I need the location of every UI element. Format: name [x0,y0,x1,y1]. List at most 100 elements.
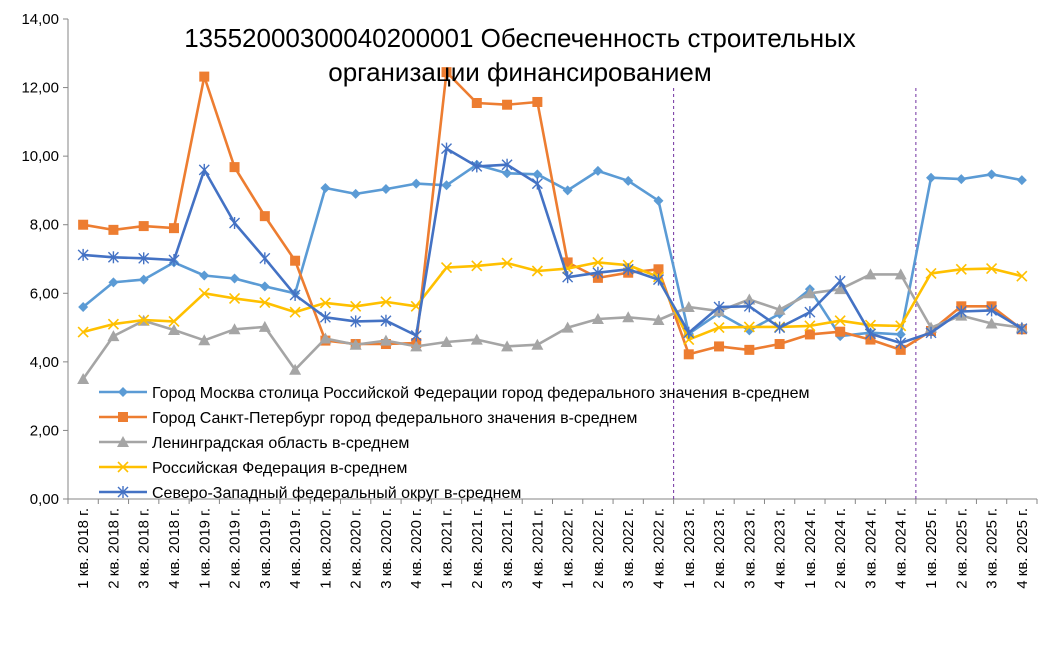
data-point-asterisk [652,273,664,286]
data-point-square [118,412,128,422]
data-point-diamond [502,168,513,179]
marker-stroke [592,256,604,268]
data-point-asterisk [289,289,301,301]
data-point-x [289,306,301,318]
data-point-x [380,296,392,308]
data-point-diamond [118,387,128,397]
data-point-diamond [956,174,967,185]
data-point-diamond [199,270,210,281]
data-point-square [199,71,210,82]
data-point-square [108,224,119,235]
data-point-triangle [501,340,514,352]
data-point-asterisk [259,252,271,265]
x-tick-label: 1 кв. 2018 г. [75,508,92,589]
data-point-square [78,219,89,230]
data-point-diamond [108,277,119,288]
data-point-x [925,267,937,279]
data-point-diamond [623,175,634,186]
data-point-triangle [289,363,302,375]
data-point-x [592,256,604,268]
data-point-square [744,344,755,355]
data-point-x [471,260,483,272]
data-point-x [319,297,331,309]
data-point-square [441,67,452,78]
data-point-triangle [410,340,423,352]
y-tick-label: 2,00 [30,422,59,439]
series-3-line [82,273,1023,380]
data-point-square [774,339,785,350]
y-tick-label: 14,00 [21,11,59,28]
marker-stroke [895,320,907,332]
x-tick-label: 3 кв. 2021 г. [499,508,516,589]
data-point-x [440,262,453,274]
marker-stroke [986,263,998,275]
y-tick-label: 8,00 [30,217,59,234]
data-point-asterisk [410,329,422,342]
data-point-triangle [440,335,453,347]
data-point-diamond [320,183,331,194]
x-tick-label: 4 кв. 2024 г. [893,508,910,589]
data-point-x [228,292,241,304]
data-point-square [653,264,664,275]
data-point-x [531,265,543,277]
x-tick-label: 3 кв. 2018 г. [136,508,153,589]
data-point-triangle [743,293,756,305]
series-group [77,67,1028,384]
data-point-asterisk [743,300,755,313]
data-point-triangle [561,321,574,333]
x-tick-label: 1 кв. 2020 г. [317,508,334,589]
marker-stroke [562,263,574,275]
data-point-diamond [229,273,240,284]
data-point-x [107,318,119,330]
x-tick-label: 3 кв. 2019 г. [257,508,274,589]
data-point-x [955,263,967,275]
legend-label: Ленинградская область в-среднем [152,435,409,452]
data-point-asterisk [229,217,241,229]
x-tick-label: 3 кв. 2025 г. [984,508,1001,589]
data-point-x [713,322,725,334]
x-tick-label: 4 кв. 2022 г. [650,508,667,589]
x-tick-label: 2 кв. 2019 г. [227,508,244,589]
marker-stroke [259,296,271,309]
data-point-square [138,221,149,232]
data-point-asterisk [1016,322,1028,335]
marker-stroke [471,260,483,272]
marker-stroke [228,292,241,304]
x-tick-label: 1 кв. 2024 г. [802,508,819,589]
x-tick-label: 4 кв. 2019 г. [287,508,304,589]
series-3 [77,268,1028,384]
x-tick-label: 1 кв. 2025 г. [923,508,940,589]
data-point-diamond [653,195,664,206]
marker-stroke [743,321,755,333]
data-point-asterisk [138,252,150,265]
x-tick-label: 4 кв. 2025 г. [1014,508,1031,589]
data-point-asterisk [441,142,453,155]
data-point-x [350,300,362,312]
series-2-line [82,70,1023,356]
x-tick-label: 4 кв. 2023 г. [772,508,789,589]
data-point-x [117,461,129,473]
marker-stroke [380,296,392,308]
data-point-asterisk [168,254,180,267]
data-point-square [229,162,240,173]
data-point-diamond [532,169,543,180]
x-tick-label: 2 кв. 2023 г. [711,508,728,589]
marker-stroke [834,315,846,327]
data-point-square [259,211,270,222]
y-tick-label: 4,00 [30,354,59,371]
data-point-square [562,257,573,268]
data-point-square [471,98,482,108]
marker-stroke [410,300,422,312]
data-point-diamond [350,188,361,199]
data-point-asterisk [864,327,876,340]
data-point-x [77,326,89,338]
marker-stroke [713,322,725,334]
y-tick-label: 6,00 [30,285,59,302]
x-tick-label: 4 кв. 2021 г. [529,508,546,589]
marker-stroke [531,265,543,277]
x-tick-label: 2 кв. 2022 г. [590,508,607,589]
data-point-triangle [349,338,362,350]
legend-item-3: Ленинградская область в-среднем [99,435,409,452]
data-point-triangle [258,320,271,332]
